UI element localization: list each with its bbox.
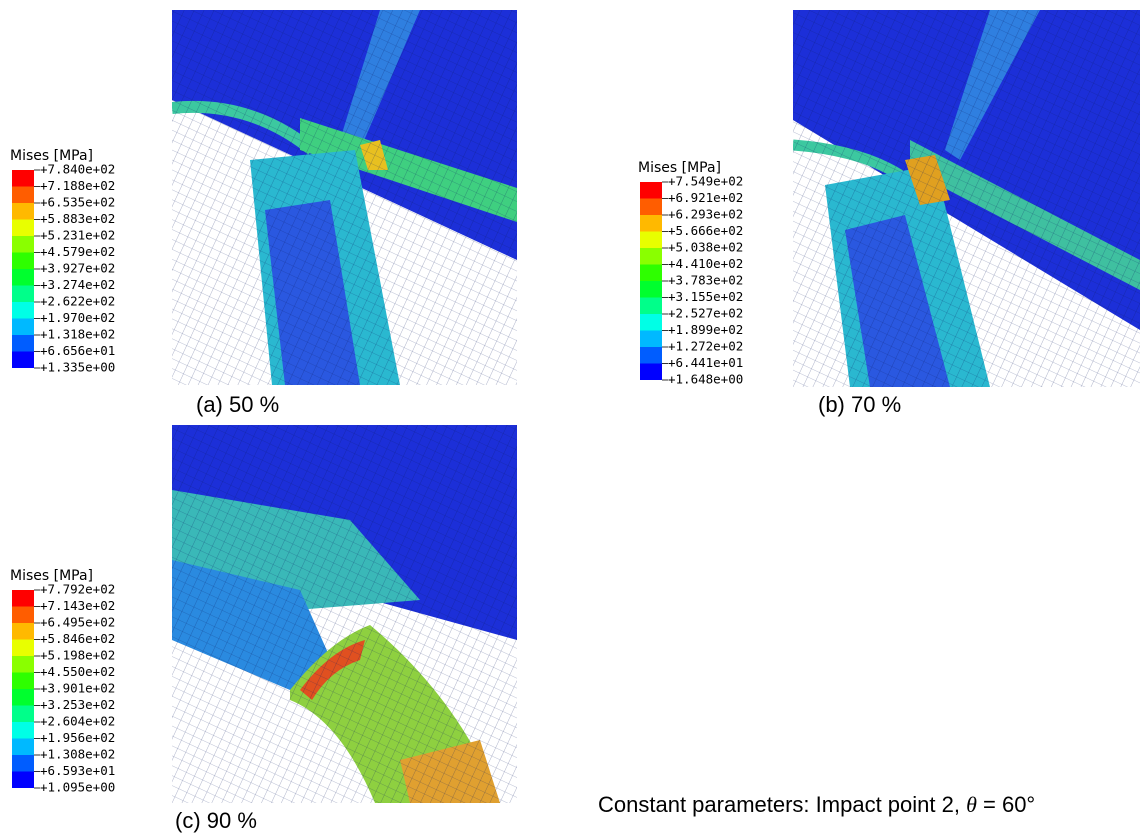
legend-band	[12, 170, 34, 187]
legend-band	[640, 182, 662, 199]
legend-value: +5.846e+02	[40, 631, 115, 646]
legend-band	[12, 722, 34, 739]
legend-value: +3.155e+02	[668, 289, 743, 304]
legend-band	[640, 265, 662, 282]
legend-value: +6.593e+01	[40, 763, 115, 778]
legend-value: +3.274e+02	[40, 277, 115, 292]
legend-value: +6.656e+01	[40, 343, 115, 358]
legend-band	[12, 739, 34, 756]
legend-value: +3.783e+02	[668, 273, 743, 288]
note-text: = 60°	[977, 792, 1035, 817]
legend-value: +4.550e+02	[40, 664, 115, 679]
legend-band	[12, 640, 34, 657]
legend-band	[12, 236, 34, 253]
caption: (c) 90 %	[175, 808, 257, 833]
legend-value: +3.253e+02	[40, 697, 115, 712]
legend-value: +7.188e+02	[40, 178, 115, 193]
legend-value: +2.604e+02	[40, 714, 115, 729]
legend-value: +6.921e+02	[668, 190, 743, 205]
caption: (a) 50 %	[196, 392, 279, 417]
legend-band	[12, 220, 34, 237]
legend-value: +6.495e+02	[40, 615, 115, 630]
legend-band	[640, 232, 662, 249]
legend-value: +1.335e+00	[40, 360, 115, 375]
page: Mises [MPa]+7.840e+02+7.188e+02+6.535e+0…	[0, 0, 1140, 839]
legend-value: +5.883e+02	[40, 211, 115, 226]
legend-value: +1.956e+02	[40, 730, 115, 745]
legend-band	[12, 673, 34, 690]
legend-band	[12, 286, 34, 303]
legend-value: +4.410e+02	[668, 256, 743, 271]
legend-band	[12, 203, 34, 220]
legend-value: +1.318e+02	[40, 327, 115, 342]
legend-value: +7.792e+02	[40, 582, 115, 597]
legend-band	[640, 331, 662, 348]
legend-band	[12, 623, 34, 640]
legend-band	[12, 755, 34, 772]
legend-band	[12, 187, 34, 204]
legend-band	[640, 298, 662, 315]
fe-plot-b	[793, 10, 1140, 387]
legend-band	[12, 302, 34, 319]
legend-value: +4.579e+02	[40, 244, 115, 259]
legend-band	[12, 335, 34, 352]
legend-band	[12, 607, 34, 624]
legend-value: +5.231e+02	[40, 228, 115, 243]
legend-band	[640, 248, 662, 265]
legend-value: +6.441e+01	[668, 355, 743, 370]
fe-plot-a	[172, 10, 517, 385]
legend-value: +5.038e+02	[668, 240, 743, 255]
legend-value: +3.901e+02	[40, 681, 115, 696]
legend-value: +6.293e+02	[668, 207, 743, 222]
legend-band	[640, 347, 662, 364]
note-text: Constant parameters: Impact point 2,	[598, 792, 966, 817]
legend-band	[12, 772, 34, 789]
legend-value: +1.272e+02	[668, 339, 743, 354]
legend-value: +1.970e+02	[40, 310, 115, 325]
legend-band	[12, 269, 34, 286]
note: Constant parameters: Impact point 2, θ =…	[598, 792, 1140, 818]
legend-value: +1.095e+00	[40, 780, 115, 795]
figure: Mises [MPa]+7.840e+02+7.188e+02+6.535e+0…	[0, 0, 1140, 839]
caption: (b) 70 %	[818, 392, 901, 417]
legend-band	[12, 656, 34, 673]
legend-value: +1.899e+02	[668, 322, 743, 337]
fe-plot-c	[172, 425, 517, 803]
legend-value: +7.143e+02	[40, 598, 115, 613]
legend-value: +5.666e+02	[668, 223, 743, 238]
legend-band	[12, 253, 34, 270]
legend-band	[640, 364, 662, 381]
legend-value: +7.840e+02	[40, 162, 115, 177]
note-symbol: θ	[966, 792, 977, 817]
legend-value: +3.927e+02	[40, 261, 115, 276]
legend-value: +6.535e+02	[40, 195, 115, 210]
legend-band	[640, 314, 662, 331]
legend-band	[12, 319, 34, 336]
legend-value: +1.308e+02	[40, 747, 115, 762]
legend-band	[640, 281, 662, 298]
legend-value: +2.527e+02	[668, 306, 743, 321]
legend-value: +7.549e+02	[668, 174, 743, 189]
legend-value: +2.622e+02	[40, 294, 115, 309]
legend-band	[12, 706, 34, 723]
legend-band	[12, 689, 34, 706]
legend-value: +1.648e+00	[668, 372, 743, 387]
legend-band	[640, 215, 662, 232]
legend-band	[12, 590, 34, 607]
legend-band	[640, 199, 662, 216]
legend-value: +5.198e+02	[40, 648, 115, 663]
legend-band	[12, 352, 34, 369]
